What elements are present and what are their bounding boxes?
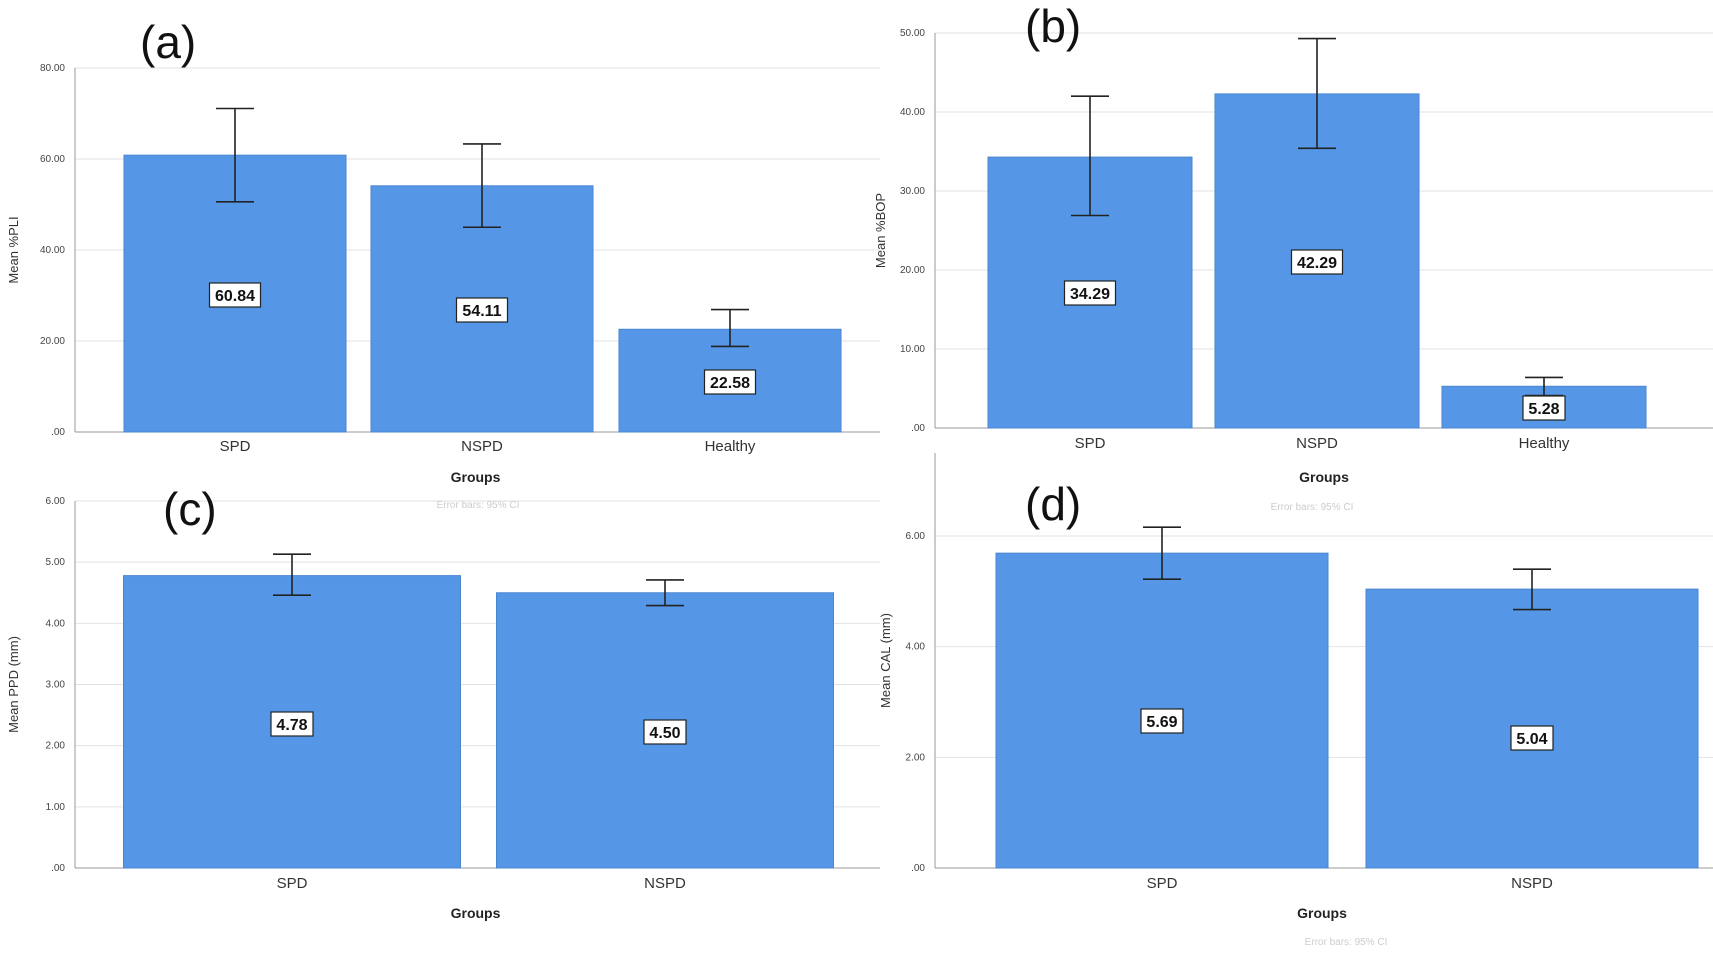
category-label: SPD	[220, 438, 251, 455]
value-label-box	[1140, 708, 1184, 734]
x-axis-title: Groups	[1299, 469, 1349, 485]
ytick-label: 6.00	[46, 496, 66, 507]
category-label: SPD	[277, 875, 308, 892]
ytick-label: 50.00	[900, 28, 925, 39]
ytick-label: 2.00	[906, 752, 926, 763]
value-label-box	[703, 369, 757, 395]
ytick-label: 10.00	[900, 344, 925, 355]
category-label: Healthy	[1519, 435, 1570, 452]
panel-a: .00 20.00 40.00 60.00 80.00 60.84 SPD 54.11 NSPD…	[6, 16, 880, 485]
category-label: SPD	[1075, 435, 1106, 452]
value-label: 5.28	[1528, 401, 1559, 418]
panel-d: .00 2.00 4.00 6.00 5.69 SPD 5.04 NSPD Groups Mean…	[878, 453, 1713, 948]
category-label: NSPD	[1296, 435, 1338, 452]
ytick-label: .00	[51, 863, 65, 874]
panel-label: (a)	[140, 16, 196, 68]
y-axis-title: Mean CAL (mm)	[878, 613, 893, 708]
panel-b: .00 10.00 20.00 30.00 40.00 50.00 34.29 SPD 42.2…	[873, 0, 1713, 513]
ytick-label: 20.00	[900, 265, 925, 276]
error-bar-note: Error bars: 95% CI	[1305, 937, 1388, 948]
value-label: 60.84	[215, 288, 255, 305]
ytick-label: 6.00	[906, 531, 926, 542]
y-axis-title: Mean %BOP	[873, 193, 888, 268]
y-axis-title: Mean PPD (mm)	[6, 636, 21, 733]
value-label: 4.78	[276, 717, 307, 734]
value-label: 5.69	[1146, 714, 1177, 731]
value-label: 54.11	[462, 303, 501, 320]
value-label-box	[270, 711, 314, 737]
value-label-box	[455, 297, 509, 323]
ytick-label: 80.00	[40, 63, 65, 74]
value-label-box	[1290, 249, 1344, 275]
panel-label: (b)	[1025, 0, 1081, 52]
ytick-label: 4.00	[906, 642, 926, 653]
ytick-label: 40.00	[900, 107, 925, 118]
x-axis-title: Groups	[451, 905, 501, 921]
category-label: NSPD	[644, 875, 686, 892]
ytick-label: 60.00	[40, 154, 65, 165]
panel-c: .00 1.00 2.00 3.00 4.00 5.00 6.00 4.78 SPD 4.50 NS…	[6, 483, 880, 921]
x-axis-title: Groups	[1297, 905, 1347, 921]
value-label-box	[1063, 280, 1117, 306]
ytick-label: .00	[911, 423, 925, 434]
x-axis-title: Groups	[451, 469, 501, 485]
ytick-label: 4.00	[46, 618, 66, 629]
value-label: 4.50	[649, 725, 680, 742]
category-label: NSPD	[1511, 875, 1553, 892]
value-label-box	[1522, 395, 1566, 421]
ytick-label: 30.00	[900, 186, 925, 197]
category-label: SPD	[1147, 875, 1178, 892]
value-label-box	[643, 719, 687, 745]
value-label: 5.04	[1516, 731, 1547, 748]
category-label: NSPD	[461, 438, 503, 455]
value-label-box	[208, 282, 262, 308]
category-label: Healthy	[705, 438, 756, 455]
ytick-label: 2.00	[46, 741, 66, 752]
error-bar-note: Error bars: 95% CI	[1271, 502, 1354, 513]
ytick-label: 1.00	[46, 802, 66, 813]
value-label-box	[1510, 725, 1554, 751]
value-label: 42.29	[1297, 255, 1337, 272]
ytick-label: .00	[51, 427, 65, 438]
value-label: 22.58	[710, 375, 750, 392]
error-bar-note: Error bars: 95% CI	[437, 500, 520, 511]
panel-label: (c)	[163, 483, 217, 535]
ytick-label: 20.00	[40, 336, 65, 347]
ytick-label: 40.00	[40, 245, 65, 256]
ytick-label: 5.00	[46, 557, 66, 568]
panel-label: (d)	[1025, 478, 1081, 530]
y-axis-title: Mean %PLI	[6, 216, 21, 283]
value-label: 34.29	[1070, 286, 1110, 303]
ytick-label: .00	[911, 863, 925, 874]
ytick-label: 3.00	[46, 680, 66, 691]
